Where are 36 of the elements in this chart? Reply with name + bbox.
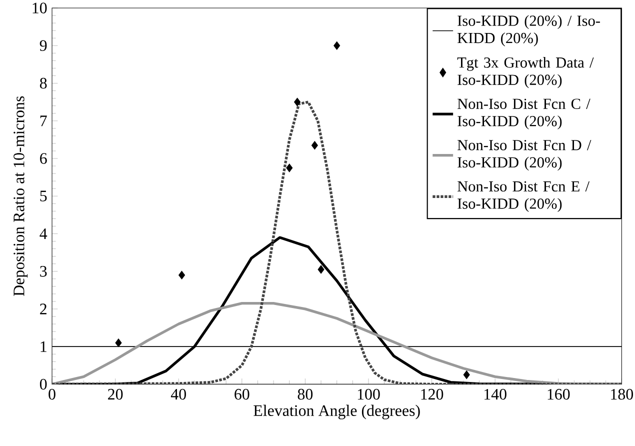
point bbox=[178, 271, 186, 280]
legend-label: Tgt 3x Growth Data / Iso-KIDD (20%) bbox=[457, 57, 594, 88]
x-tick-label: 20 bbox=[108, 389, 123, 400]
x-tick-label: 0 bbox=[48, 389, 56, 400]
legend-label: Non-Iso Dist Fcn E / Iso-KIDD (20%) bbox=[458, 182, 590, 212]
y-tick-label: 4 bbox=[40, 228, 48, 240]
point bbox=[463, 370, 470, 380]
y-tick-label: 2 bbox=[40, 304, 46, 314]
y-tick-label: 0 bbox=[40, 379, 47, 390]
x-tick-label: 120 bbox=[421, 389, 444, 400]
y-tick-label: 9 bbox=[40, 40, 47, 52]
x-tick-label: 140 bbox=[484, 389, 506, 400]
y-tick-label: 6 bbox=[40, 153, 47, 164]
y-tick-label: 3 bbox=[40, 266, 47, 277]
y-tick-label: 7 bbox=[40, 116, 47, 126]
x-axis-title: Elevation Angle (degrees) bbox=[254, 405, 420, 420]
y-axis-title: Deposition Ratio at 10-microns bbox=[14, 96, 28, 296]
x-tick-label: 180 bbox=[611, 389, 634, 400]
point bbox=[318, 265, 324, 274]
legend-label: Non-Iso Dist Fcn D / Iso-KIDD (20%) bbox=[458, 140, 592, 171]
point bbox=[115, 338, 122, 348]
point bbox=[286, 164, 293, 172]
x-tick-label: 100 bbox=[358, 389, 380, 400]
legend-label: Iso-KIDD (20%) / Iso-KIDD (20%) bbox=[458, 15, 600, 47]
legend-label: Non-Iso Dist Fcn C / Iso-KIDD (20%) bbox=[458, 98, 590, 130]
x-tick-label: 80 bbox=[298, 389, 313, 400]
point bbox=[334, 42, 340, 50]
x-tick-label: 60 bbox=[234, 389, 250, 400]
y-tick-label: 8 bbox=[40, 78, 47, 89]
point bbox=[311, 141, 318, 150]
y-tick-label: 5 bbox=[40, 191, 47, 202]
x-tick-label: 160 bbox=[548, 389, 570, 400]
y-tick-label: 10 bbox=[32, 2, 47, 14]
x-tick-label: 40 bbox=[170, 389, 186, 400]
point bbox=[294, 98, 301, 107]
y-tick-label: 1 bbox=[40, 342, 46, 352]
